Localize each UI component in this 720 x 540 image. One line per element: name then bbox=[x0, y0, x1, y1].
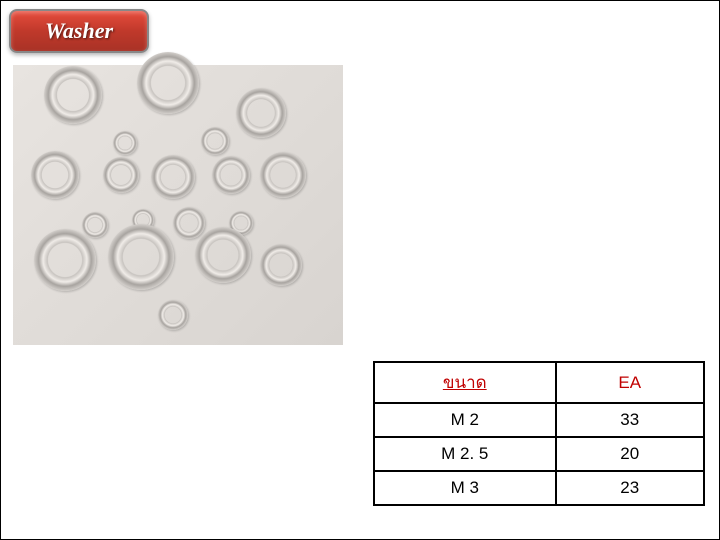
table-row: M 2 33 bbox=[374, 403, 704, 437]
header-size-label: ขนาด bbox=[443, 373, 487, 392]
cell-size: M 3 bbox=[374, 471, 556, 505]
washer-ring bbox=[260, 244, 302, 286]
washer-ring bbox=[236, 88, 286, 138]
cell-size: M 2. 5 bbox=[374, 437, 556, 471]
washer-product-image bbox=[13, 65, 343, 345]
washer-ring bbox=[113, 131, 137, 155]
cell-ea: 33 bbox=[556, 403, 705, 437]
washer-ring bbox=[158, 300, 188, 330]
washer-ring bbox=[103, 157, 139, 193]
washer-ring bbox=[31, 151, 79, 199]
header-size: ขนาด bbox=[374, 362, 556, 403]
washer-ring bbox=[195, 227, 251, 283]
cell-size: M 2 bbox=[374, 403, 556, 437]
washer-ring bbox=[151, 155, 195, 199]
washer-size-table: ขนาด EA M 2 33 M 2. 5 20 M 3 23 bbox=[373, 361, 705, 506]
table-row: M 2. 5 20 bbox=[374, 437, 704, 471]
washer-ring bbox=[82, 212, 108, 238]
washer-ring bbox=[173, 207, 205, 239]
cell-ea: 20 bbox=[556, 437, 705, 471]
washer-badge-label: Washer bbox=[45, 18, 113, 44]
washer-ring bbox=[44, 66, 102, 124]
washer-badge: Washer bbox=[9, 9, 149, 53]
washer-ring bbox=[137, 52, 199, 114]
header-ea-label: EA bbox=[618, 373, 641, 392]
header-ea: EA bbox=[556, 362, 705, 403]
washer-ring bbox=[212, 156, 250, 194]
washer-ring bbox=[108, 224, 174, 290]
washer-ring bbox=[34, 229, 96, 291]
table-header-row: ขนาด EA bbox=[374, 362, 704, 403]
cell-ea: 23 bbox=[556, 471, 705, 505]
washer-ring bbox=[201, 127, 229, 155]
table-row: M 3 23 bbox=[374, 471, 704, 505]
washer-ring bbox=[260, 152, 306, 198]
